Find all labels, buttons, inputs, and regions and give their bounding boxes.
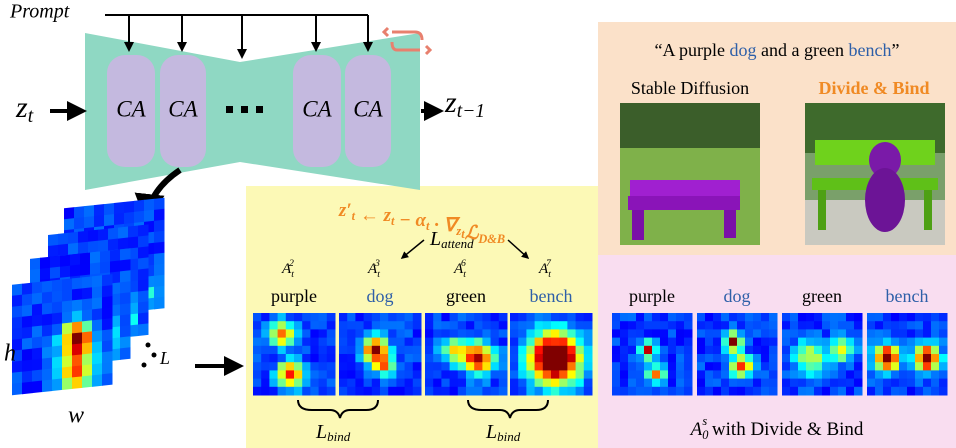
attention-label: At7 xyxy=(538,258,552,280)
heatmap xyxy=(510,313,593,396)
output-latent: zt−1 xyxy=(444,86,485,123)
token-word: purple xyxy=(271,286,317,306)
heatmap xyxy=(697,313,778,396)
attention-label: At3 xyxy=(367,258,380,280)
heatmap xyxy=(425,313,508,396)
heatmap xyxy=(867,313,948,396)
final-word: bench xyxy=(886,286,929,306)
layers-label: L xyxy=(159,348,170,368)
baseline-image xyxy=(620,103,760,245)
ca-label: CA xyxy=(168,96,198,121)
heatmap xyxy=(12,274,113,395)
layer-dots xyxy=(142,343,157,368)
ours-image xyxy=(805,103,945,245)
heatmap xyxy=(339,313,422,396)
ca-label: CA xyxy=(353,96,383,121)
token-word: dog xyxy=(367,286,394,306)
heatmap xyxy=(782,313,863,396)
input-latent: zt xyxy=(15,91,34,128)
prompt-quote: “A purple dog and a green bench” xyxy=(655,40,900,60)
token-word: bench xyxy=(530,286,573,306)
ours-label: Divide & Bind xyxy=(818,78,929,98)
ellipsis xyxy=(226,106,263,113)
final-word: dog xyxy=(724,286,751,306)
heatmap xyxy=(253,313,336,396)
token-word: green xyxy=(446,286,486,306)
baseline-label: Stable Diffusion xyxy=(631,78,749,98)
attention-label: At6 xyxy=(453,258,466,280)
height-label: h xyxy=(4,341,16,367)
width-label: w xyxy=(68,403,84,429)
figure: CA CA CA CA Prompt zt zt−1 h w L z′t ← z… xyxy=(0,0,956,448)
final-word: purple xyxy=(629,286,675,306)
final-word: green xyxy=(802,286,842,306)
page: CA CA CA CA Prompt zt zt−1 h w L z′t ← z… xyxy=(0,0,956,448)
heatmap xyxy=(612,313,693,396)
ca-label: CA xyxy=(302,96,332,121)
attention-label: At2 xyxy=(281,258,294,280)
ca-label: CA xyxy=(116,96,146,121)
prompt-label: Prompt xyxy=(9,1,70,23)
